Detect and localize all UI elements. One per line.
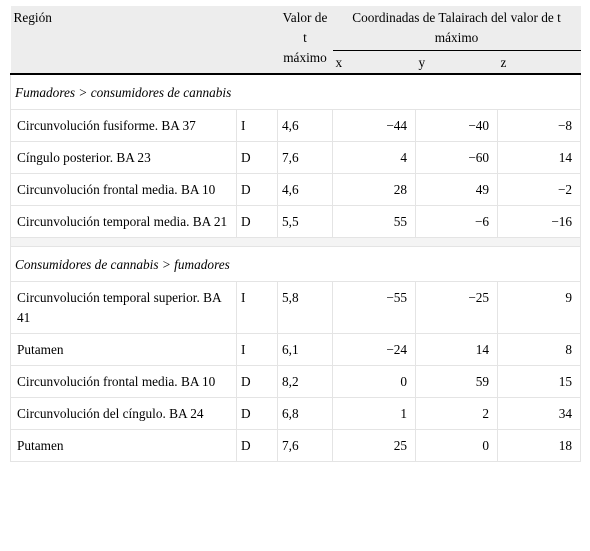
hemisphere-cell: I xyxy=(235,281,278,334)
coord-x-cell: 25 xyxy=(332,429,416,462)
region-cell: Circunvolución temporal superior. BA 41 xyxy=(10,281,237,334)
coord-z-cell: −16 xyxy=(497,205,582,238)
coord-z-cell: 18 xyxy=(497,429,582,462)
t-value-cell: 6,8 xyxy=(277,397,333,430)
table-row: Circunvolución frontal media. BA 10 D 4,6 2… xyxy=(10,173,582,206)
coord-x-cell: −55 xyxy=(332,281,416,334)
region-cell: Circunvolución fusiforme. BA 37 xyxy=(10,109,237,142)
coord-y-cell: 2 xyxy=(415,397,498,430)
coord-z-cell: 15 xyxy=(497,365,582,398)
region-cell: Putamen xyxy=(10,333,237,366)
header-region: Región xyxy=(10,6,278,75)
coord-z-cell: 14 xyxy=(497,141,582,174)
spacer-cell xyxy=(9,237,582,247)
t-value-cell: 4,6 xyxy=(277,173,333,206)
coord-x-cell: 0 xyxy=(332,365,416,398)
section-title: Fumadores > consumidores de cannabis xyxy=(9,74,582,110)
hemisphere-cell: I xyxy=(235,333,278,366)
table-row: Putamen I 6,1 −24 14 8 xyxy=(10,333,582,366)
region-cell: Circunvolución frontal media. BA 10 xyxy=(10,365,237,398)
coord-y-cell: −25 xyxy=(415,281,498,334)
header-z: z xyxy=(497,50,581,75)
header-y: y xyxy=(415,50,498,75)
region-cell: Circunvolución temporal media. BA 21 xyxy=(10,205,237,238)
region-cell: Circunvolución frontal media. BA 10 xyxy=(10,173,237,206)
t-value-cell: 5,8 xyxy=(277,281,333,334)
hemisphere-cell: D xyxy=(235,429,278,462)
table-row: Putamen D 7,6 25 0 18 xyxy=(10,429,582,462)
coord-x-cell: −44 xyxy=(332,109,416,142)
hemisphere-cell: I xyxy=(235,109,278,142)
hemisphere-cell: D xyxy=(235,173,278,206)
header-coordinates: Coordinadas de Talairach del valor de t … xyxy=(332,6,581,51)
section-header-row: Consumidores de cannabis > fumadores xyxy=(9,246,582,282)
coord-y-cell: −40 xyxy=(415,109,498,142)
coord-x-cell: 28 xyxy=(332,173,416,206)
coord-x-cell: 55 xyxy=(332,205,416,238)
t-value-cell: 8,2 xyxy=(277,365,333,398)
table-row: Circunvolución temporal media. BA 21 D 5,5… xyxy=(10,205,582,238)
coord-y-cell: 49 xyxy=(415,173,498,206)
hemisphere-cell: D xyxy=(235,397,278,430)
coord-y-cell: −6 xyxy=(415,205,498,238)
coord-y-cell: 0 xyxy=(415,429,498,462)
section-spacer xyxy=(9,237,582,247)
coord-z-cell: 9 xyxy=(497,281,582,334)
table-row: Circunvolución frontal media. BA 10 D 8,2 0… xyxy=(10,365,582,398)
coord-x-cell: 1 xyxy=(332,397,416,430)
t-value-cell: 5,5 xyxy=(277,205,333,238)
table-row: Circunvolución del cíngulo. BA 24 D 6,8 1 2 3… xyxy=(10,397,582,430)
results-table-container: Región Valor de t máximo Coordinadas de … xyxy=(9,6,582,462)
region-cell: Cíngulo posterior. BA 23 xyxy=(10,141,237,174)
table-body: Fumadores > consumidores de cannabis Circ… xyxy=(9,74,582,462)
table-header: Región Valor de t máximo Coordinadas de … xyxy=(10,6,581,75)
hemisphere-cell: D xyxy=(235,141,278,174)
coord-y-cell: −60 xyxy=(415,141,498,174)
hemisphere-cell: D xyxy=(235,365,278,398)
region-cell: Putamen xyxy=(10,429,237,462)
t-value-cell: 7,6 xyxy=(277,429,333,462)
coord-y-cell: 14 xyxy=(415,333,498,366)
coord-z-cell: 34 xyxy=(497,397,582,430)
coord-y-cell: 59 xyxy=(415,365,498,398)
table-row: Circunvolución temporal superior. BA 41 I… xyxy=(10,281,582,334)
table-row: Cíngulo posterior. BA 23 D 7,6 4 −60 14 xyxy=(10,141,582,174)
talairach-results-table: Región Valor de t máximo Coordinadas de … xyxy=(9,6,582,462)
t-value-cell: 7,6 xyxy=(277,141,333,174)
coord-z-cell: −2 xyxy=(497,173,582,206)
header-t-value: Valor de t máximo xyxy=(277,6,333,75)
section-header-row: Fumadores > consumidores de cannabis xyxy=(9,74,582,110)
table-row: Circunvolución fusiforme. BA 37 I 4,6 −44 −4… xyxy=(10,109,582,142)
t-value-cell: 4,6 xyxy=(277,109,333,142)
coord-x-cell: 4 xyxy=(332,141,416,174)
hemisphere-cell: D xyxy=(235,205,278,238)
region-cell: Circunvolución del cíngulo. BA 24 xyxy=(10,397,237,430)
coord-z-cell: −8 xyxy=(497,109,582,142)
section-title: Consumidores de cannabis > fumadores xyxy=(9,246,582,282)
header-x: x xyxy=(332,50,416,75)
coord-x-cell: −24 xyxy=(332,333,416,366)
coord-z-cell: 8 xyxy=(497,333,582,366)
t-value-cell: 6,1 xyxy=(277,333,333,366)
